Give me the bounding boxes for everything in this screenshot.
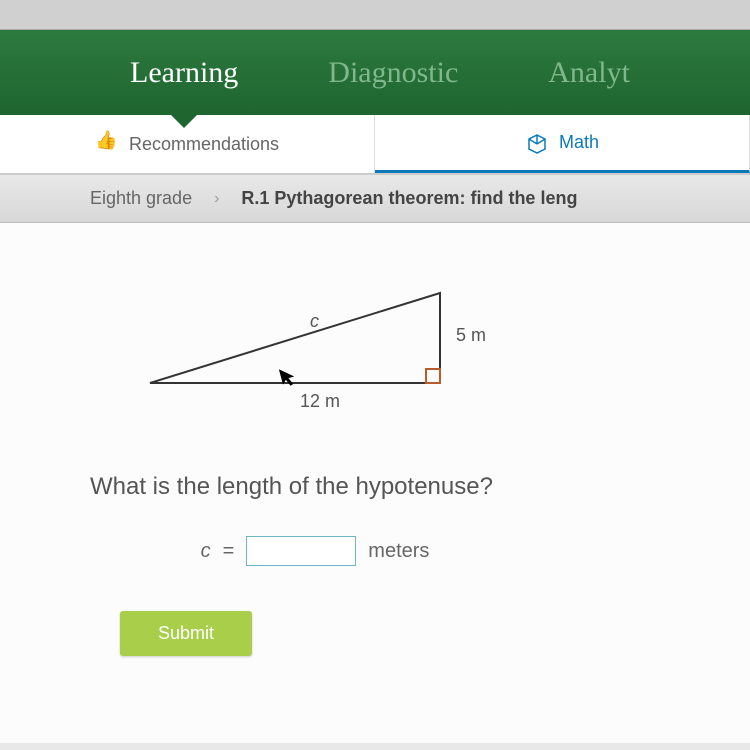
sub-nav: Recommendations Math bbox=[0, 115, 750, 175]
subnav-math-label: Math bbox=[559, 132, 599, 153]
label-side-bottom: 12 m bbox=[300, 391, 340, 412]
breadcrumb-grade[interactable]: Eighth grade bbox=[90, 188, 192, 209]
thumbs-up-icon bbox=[95, 134, 119, 154]
label-side-right: 5 m bbox=[456, 325, 486, 346]
breadcrumb: Eighth grade › R.1 Pythagorean theorem: … bbox=[0, 175, 750, 223]
nav-diagnostic[interactable]: Diagnostic bbox=[328, 56, 458, 90]
label-hypotenuse: c bbox=[310, 311, 319, 332]
chevron-right-icon: › bbox=[214, 190, 219, 208]
subnav-math[interactable]: Math bbox=[375, 115, 750, 173]
nav-learning[interactable]: Learning bbox=[130, 56, 238, 90]
cube-icon bbox=[525, 133, 549, 153]
answer-variable: c bbox=[201, 540, 211, 563]
subnav-recommendations-label: Recommendations bbox=[129, 134, 279, 155]
triangle-figure: c 5 m 12 m bbox=[140, 283, 500, 423]
answer-input[interactable] bbox=[246, 536, 356, 566]
main-nav: Learning Diagnostic Analyt bbox=[0, 30, 750, 115]
answer-row: c = meters bbox=[90, 536, 540, 566]
equals-sign: = bbox=[223, 540, 235, 563]
breadcrumb-skill: R.1 Pythagorean theorem: find the leng bbox=[241, 188, 577, 209]
window-topbar bbox=[0, 0, 750, 30]
answer-unit: meters bbox=[368, 540, 429, 563]
submit-button[interactable]: Submit bbox=[120, 611, 252, 656]
question-text: What is the length of the hypotenuse? bbox=[90, 473, 660, 501]
nav-analytics[interactable]: Analyt bbox=[548, 56, 630, 90]
problem-content: c 5 m 12 m What is the length of the hyp… bbox=[0, 223, 750, 743]
